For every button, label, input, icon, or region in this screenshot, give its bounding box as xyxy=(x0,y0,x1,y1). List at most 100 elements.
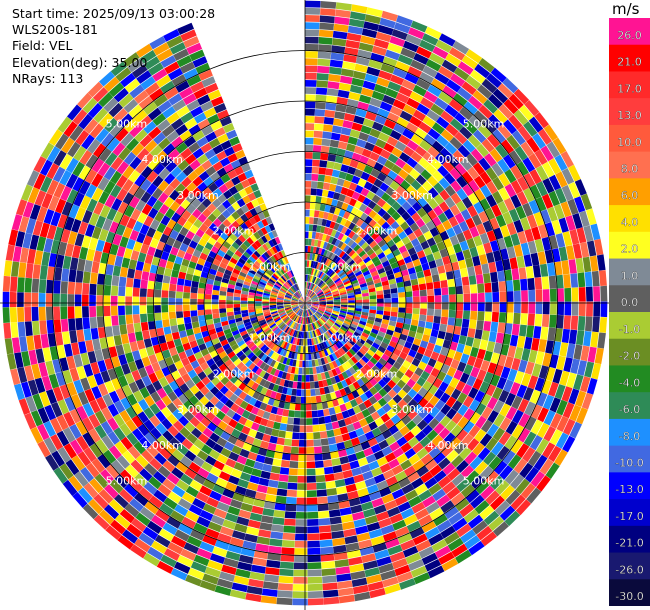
velocity-cell xyxy=(248,309,256,313)
velocity-cell xyxy=(175,291,183,299)
velocity-cell xyxy=(378,70,393,81)
velocity-cell xyxy=(305,303,306,310)
velocity-cell xyxy=(344,282,352,288)
velocity-cell xyxy=(193,87,208,100)
velocity-cell xyxy=(342,521,355,531)
velocity-cell xyxy=(234,370,243,379)
velocity-cell xyxy=(207,192,217,203)
velocity-cell xyxy=(525,361,535,375)
velocity-cell xyxy=(434,288,442,296)
velocity-cell xyxy=(341,202,349,211)
velocity-cell xyxy=(262,433,271,443)
velocity-cell xyxy=(462,229,473,241)
velocity-cell xyxy=(444,104,459,118)
velocity-cell xyxy=(103,97,119,113)
velocity-cell xyxy=(309,253,313,261)
velocity-cell xyxy=(89,443,103,458)
velocity-cell xyxy=(411,477,424,489)
velocity-cell xyxy=(186,246,195,255)
velocity-cell xyxy=(120,73,136,88)
velocity-cell xyxy=(381,10,398,22)
velocity-cell xyxy=(313,277,318,284)
velocity-cell xyxy=(520,278,528,291)
velocity-cell xyxy=(219,290,227,296)
velocity-cell xyxy=(425,501,440,514)
velocity-cell xyxy=(348,375,357,384)
velocity-cell xyxy=(314,116,325,124)
velocity-cell xyxy=(315,312,322,317)
velocity-cell xyxy=(212,354,221,363)
velocity-cell xyxy=(379,327,387,334)
velocity-cell xyxy=(438,381,449,393)
velocity-cell xyxy=(307,591,324,599)
velocity-cell xyxy=(405,291,413,298)
velocity-cell xyxy=(391,292,398,298)
velocity-cell xyxy=(173,222,183,233)
velocity-cell xyxy=(555,187,567,204)
velocity-cell xyxy=(172,262,181,272)
velocity-cell xyxy=(94,473,109,489)
velocity-cell xyxy=(207,372,217,381)
velocity-cell xyxy=(343,320,351,326)
velocity-cell xyxy=(158,528,174,542)
velocity-cell xyxy=(359,320,367,326)
velocity-cell xyxy=(233,296,241,301)
velocity-cell xyxy=(183,542,199,554)
velocity-cell xyxy=(554,449,568,466)
velocity-cell xyxy=(195,380,206,391)
velocity-cell xyxy=(398,292,406,298)
velocity-cell xyxy=(354,200,363,210)
velocity-cell xyxy=(346,330,354,337)
velocity-cell xyxy=(451,400,463,412)
velocity-cell xyxy=(562,231,573,247)
velocity-cell xyxy=(312,345,316,353)
velocity-cell xyxy=(400,459,412,471)
velocity-cell xyxy=(365,277,373,283)
velocity-cell xyxy=(409,115,423,128)
velocity-cell xyxy=(505,420,518,435)
velocity-cell xyxy=(450,192,462,205)
velocity-cell xyxy=(499,417,512,431)
velocity-cell xyxy=(352,224,360,233)
velocity-cell xyxy=(586,378,598,395)
velocity-cell xyxy=(128,183,140,196)
velocity-cell xyxy=(325,347,332,355)
velocity-cell xyxy=(267,280,275,286)
velocity-cell xyxy=(132,305,140,315)
velocity-cell xyxy=(249,314,257,319)
velocity-cell xyxy=(377,108,390,119)
velocity-cell xyxy=(277,294,285,298)
velocity-cell xyxy=(207,89,222,101)
velocity-cell xyxy=(60,318,69,332)
velocity-cell xyxy=(368,219,377,228)
velocity-cell xyxy=(296,504,307,512)
velocity-cell xyxy=(408,349,417,358)
velocity-cell xyxy=(279,568,294,577)
velocity-cell xyxy=(262,364,270,372)
velocity-cell xyxy=(398,365,408,374)
velocity-cell xyxy=(312,424,320,432)
velocity-cell xyxy=(280,363,286,372)
velocity-cell xyxy=(299,299,305,303)
velocity-cell xyxy=(138,487,153,501)
velocity-cell xyxy=(187,170,199,182)
velocity-cell xyxy=(313,130,323,138)
velocity-cell xyxy=(309,323,313,331)
velocity-cell xyxy=(292,297,299,301)
velocity-cell xyxy=(341,371,349,380)
velocity-cell xyxy=(140,243,150,255)
velocity-cell xyxy=(60,185,72,201)
velocity-cell xyxy=(320,8,336,16)
velocity-cell xyxy=(324,473,335,482)
nrays-label: NRays: 113 xyxy=(12,70,84,86)
velocity-cell xyxy=(82,283,90,295)
velocity-cell xyxy=(549,429,563,446)
velocity-cell xyxy=(413,296,420,303)
velocity-cell xyxy=(560,201,572,218)
colorbar-swatch xyxy=(609,472,650,500)
velocity-cell xyxy=(477,311,485,321)
velocity-cell xyxy=(542,301,550,315)
velocity-cell xyxy=(369,128,381,139)
velocity-cell xyxy=(258,283,266,289)
velocity-cell xyxy=(339,507,352,516)
